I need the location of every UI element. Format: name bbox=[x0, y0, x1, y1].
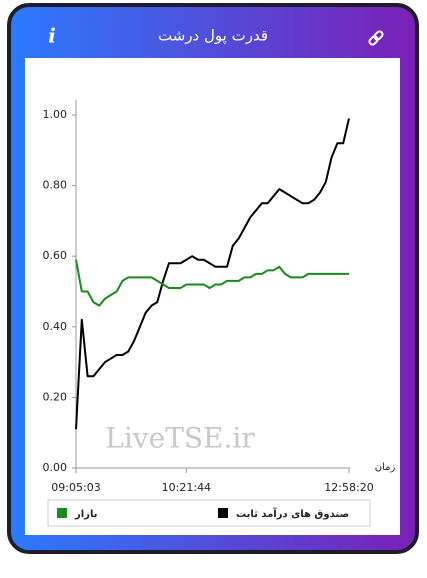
y-tick-label: 1.00 bbox=[43, 108, 68, 121]
chart-title: قدرت پول درشت bbox=[158, 27, 268, 46]
y-tick-label: 0.60 bbox=[43, 249, 68, 262]
series-line bbox=[75, 259, 349, 307]
x-tick-label: 10:21:44 bbox=[162, 481, 211, 494]
watermark: LiveTSE.ir bbox=[105, 422, 255, 455]
info-button[interactable]: i bbox=[48, 24, 56, 48]
x-tick-label: 12:58:20 bbox=[324, 481, 373, 494]
legend-swatch bbox=[218, 508, 228, 518]
legend-swatch bbox=[57, 508, 67, 518]
chart-panel bbox=[25, 58, 400, 535]
x-axis-label: زمان bbox=[375, 462, 396, 473]
x-tick-label: 09:05:03 bbox=[51, 481, 100, 494]
y-tick-label: 0.20 bbox=[43, 390, 68, 403]
y-tick-label: 0.80 bbox=[43, 179, 68, 192]
legend-label: صندوق های درآمد ثابت bbox=[236, 507, 349, 520]
series-line bbox=[75, 118, 350, 430]
legend-label: بازار bbox=[74, 509, 97, 520]
y-tick-label: 0.40 bbox=[43, 320, 68, 333]
y-tick-label: 0.00 bbox=[43, 461, 68, 474]
link-button[interactable] bbox=[368, 30, 384, 46]
legend bbox=[47, 499, 371, 527]
